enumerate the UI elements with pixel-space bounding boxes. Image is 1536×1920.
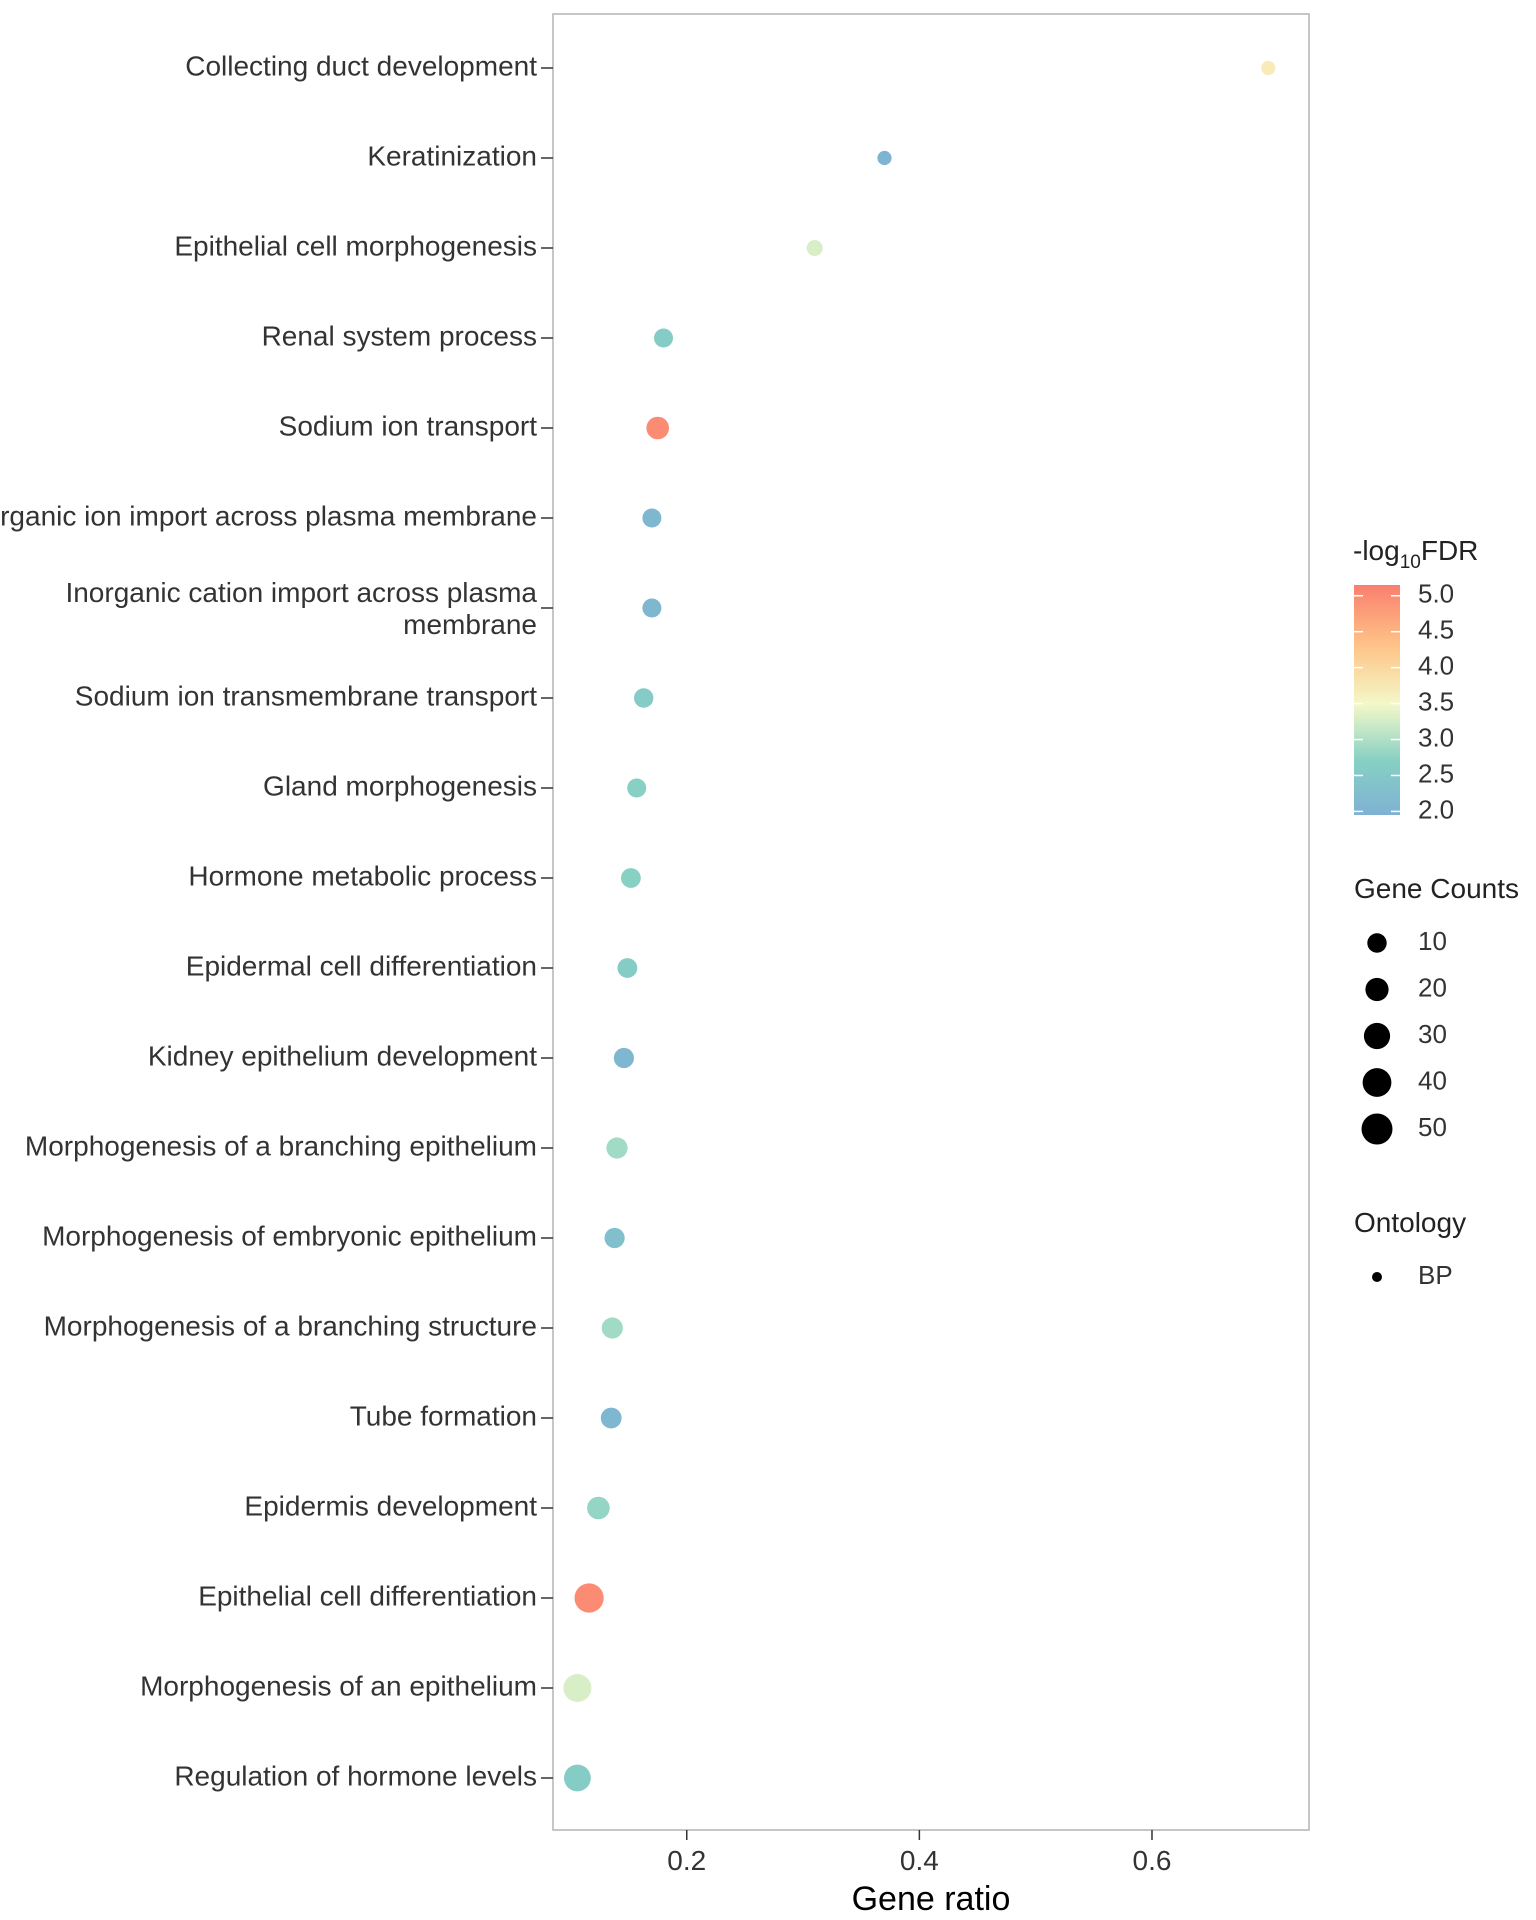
y-axis: Collecting duct development Keratinizatio… xyxy=(0,50,553,1791)
y-tick-label: Morphogenesis of a branching epithelium xyxy=(25,1130,537,1161)
color-legend-bar xyxy=(1354,585,1400,815)
shape-legend-title: Ontology xyxy=(1354,1207,1466,1238)
data-point xyxy=(601,1317,623,1339)
data-point xyxy=(604,1227,625,1249)
size-legend-label: 40 xyxy=(1418,1065,1447,1095)
data-point xyxy=(642,508,662,528)
data-point xyxy=(627,778,647,798)
y-tick-label: Regulation of hormone levels xyxy=(174,1760,537,1791)
size-legend-title: Gene Counts xyxy=(1354,873,1519,904)
shape-legend-label: BP xyxy=(1418,1260,1453,1290)
y-tick-label: Epithelial cell differentiation xyxy=(198,1580,537,1611)
y-tick-label: Gland morphogenesis xyxy=(263,770,537,801)
color-legend-label: 5.0 xyxy=(1418,579,1454,609)
x-axis: 0.2 0.4 0.6 xyxy=(667,1830,1171,1876)
y-tick-label: Morphogenesis of an epithelium xyxy=(140,1670,537,1701)
data-points xyxy=(563,60,1276,1792)
size-legend-dot xyxy=(1367,933,1387,953)
data-point xyxy=(621,868,641,888)
y-tick-label: Inorganic ion import across plasma membr… xyxy=(0,500,537,531)
data-point xyxy=(574,1583,604,1613)
color-legend-label: 2.5 xyxy=(1418,758,1454,788)
y-tick-label: Keratinization xyxy=(367,140,537,171)
x-tick-label: 0.2 xyxy=(667,1845,706,1876)
data-point xyxy=(654,328,673,348)
data-point xyxy=(613,1047,635,1069)
y-tick-label: Collecting duct development xyxy=(185,50,537,81)
x-tick-label: 0.4 xyxy=(900,1845,939,1876)
color-legend-label: 3.5 xyxy=(1418,686,1454,716)
y-tick-label: Hormone metabolic process xyxy=(188,860,537,891)
size-legend-label: 30 xyxy=(1418,1019,1447,1049)
data-point xyxy=(606,1137,628,1159)
color-legend-label: 3.0 xyxy=(1418,722,1454,752)
color-legend-label: 2.0 xyxy=(1418,794,1454,824)
data-point xyxy=(642,598,662,618)
color-legend-label: 4.0 xyxy=(1418,651,1454,681)
plot-panel xyxy=(552,13,1310,1831)
y-tick-label: Tube formation xyxy=(350,1400,537,1431)
y-tick-label: Inorganic cation import across plasma mem… xyxy=(65,577,537,640)
size-legend-dot xyxy=(1363,1022,1391,1050)
data-point xyxy=(646,416,669,440)
shape-legend: Ontology BP xyxy=(1354,1207,1466,1290)
data-point xyxy=(1261,60,1276,76)
y-tick-label: Epidermis development xyxy=(244,1490,537,1521)
size-legend-label: 20 xyxy=(1418,972,1447,1002)
data-point xyxy=(617,958,638,978)
color-legend-title: -log10FDR xyxy=(1353,535,1478,573)
y-tick-label: Kidney epithelium development xyxy=(148,1040,537,1071)
data-point xyxy=(587,1496,610,1520)
y-tick-label: Sodium ion transmembrane transport xyxy=(75,680,537,711)
y-tick-label: Epidermal cell differentiation xyxy=(186,950,537,981)
size-legend-label: 10 xyxy=(1418,926,1447,956)
data-point xyxy=(600,1407,622,1429)
size-legend-dot xyxy=(1362,1068,1392,1097)
size-legend-dot xyxy=(1361,1113,1393,1145)
color-legend: -log10FDR 5.0 4.5 4.0 3.5 3.0 2.5 2.0 xyxy=(1353,535,1478,824)
y-tick-label: Morphogenesis of a branching structure xyxy=(44,1310,537,1341)
size-legend-label: 50 xyxy=(1418,1112,1447,1142)
data-point xyxy=(564,1764,591,1792)
size-legend-dot xyxy=(1365,977,1389,1002)
data-point xyxy=(806,240,823,256)
data-point xyxy=(877,150,892,166)
y-tick-label: Renal system process xyxy=(262,320,537,351)
shape-legend-dot xyxy=(1372,1272,1382,1282)
data-point xyxy=(563,1674,592,1702)
y-tick-label: Sodium ion transport xyxy=(279,410,538,441)
x-tick-label: 0.6 xyxy=(1133,1845,1172,1876)
size-legend: Gene Counts 10 20 30 40 50 xyxy=(1354,873,1519,1145)
color-legend-label: 4.5 xyxy=(1418,615,1454,645)
data-point xyxy=(634,688,654,708)
y-tick-label: Morphogenesis of embryonic epithelium xyxy=(42,1220,537,1251)
x-axis-title: Gene ratio xyxy=(852,1880,1011,1918)
y-tick-label: Epithelial cell morphogenesis xyxy=(174,230,537,261)
